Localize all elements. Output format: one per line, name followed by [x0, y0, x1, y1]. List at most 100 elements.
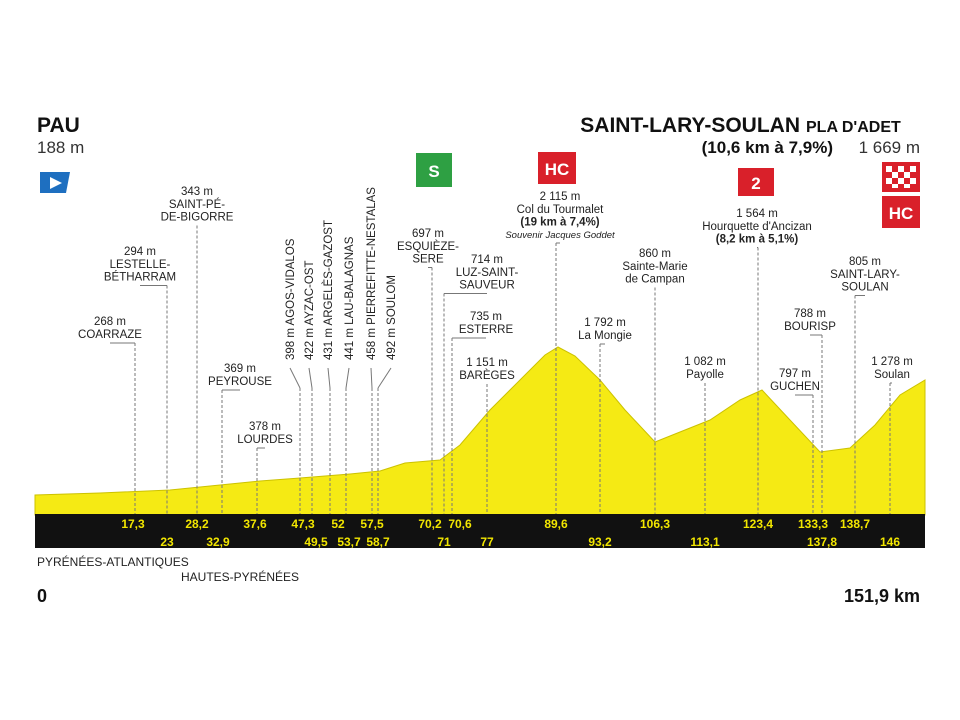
- start-arrow: [50, 177, 62, 189]
- elevation-profile: [34, 346, 926, 516]
- waypoint-altitude: 378 m: [249, 421, 281, 433]
- waypoint-name: BÉTHARRAM: [104, 271, 176, 284]
- km-label: 23: [160, 535, 174, 549]
- start-altitude: 188 m: [37, 138, 84, 157]
- km-label: 146: [880, 535, 900, 549]
- waypoint-altitude: 860 m: [639, 248, 671, 260]
- km-label: 71: [437, 535, 451, 549]
- waypoint-label: 441 m LAU-BALAGNAS: [344, 236, 356, 360]
- waypoint-altitude: 268 m: [94, 316, 126, 328]
- waypoint-name: (8,2 km à 5,1%): [716, 234, 799, 246]
- waypoint-name: Souvenir Jacques Goddet: [505, 230, 615, 241]
- waypoint-name: LAU-BALAGNAS: [344, 236, 356, 325]
- waypoint-name: BOURISP: [784, 321, 836, 333]
- km-label: 57,5: [360, 517, 384, 531]
- waypoint-altitude: 422 m: [304, 328, 316, 360]
- waypoint-name: SAUVEUR: [459, 280, 515, 292]
- km-label: 58,7: [366, 535, 390, 549]
- waypoint-altitude: 343 m: [181, 186, 213, 198]
- waypoint-name: Col du Tourmalet: [517, 204, 605, 216]
- waypoint-name: La Mongie: [578, 330, 632, 342]
- km-label: 37,6: [243, 517, 267, 531]
- leader-line: [327, 367, 331, 389]
- waypoint-altitude: 735 m: [470, 311, 502, 323]
- waypoint-altitude: 797 m: [779, 368, 811, 380]
- badge-text: S: [428, 162, 439, 181]
- waypoint-label: 431 m ARGELÈS-GAZOST: [322, 220, 335, 360]
- km-label: 77: [480, 535, 494, 549]
- km-label: 49,5: [304, 535, 328, 549]
- climb-badge: [882, 196, 920, 228]
- waypoint-altitude: 431 m: [323, 328, 335, 360]
- km-band: [35, 514, 925, 548]
- badge-text: HC: [545, 160, 570, 179]
- waypoint-name: PEYROUSE: [208, 376, 272, 388]
- waypoint-name: SOULAN: [841, 282, 888, 294]
- km-label: 133,3: [798, 517, 828, 531]
- waypoint-altitude: 1 082 m: [684, 356, 726, 368]
- waypoint-name: Soulan: [874, 369, 910, 381]
- waypoint-name: BARÈGES: [459, 369, 515, 382]
- waypoint-altitude: 398 m: [285, 328, 297, 360]
- waypoint-name: GUCHEN: [770, 381, 820, 393]
- finish-climb: (10,6 km à 7,9%): [702, 138, 833, 157]
- finish-altitude: 1 669 m: [859, 138, 920, 157]
- km-label: 47,3: [291, 517, 315, 531]
- waypoint-altitude: 1 278 m: [871, 356, 913, 368]
- waypoint-altitude: 805 m: [849, 256, 881, 268]
- department: PYRÉNÉES-ATLANTIQUES: [37, 554, 189, 569]
- department: HAUTES-PYRÉNÉES: [181, 569, 299, 584]
- waypoint-label: 458 m PIERREFITTE-NESTALAS: [366, 187, 378, 360]
- km-label: 28,2: [185, 517, 209, 531]
- waypoint-name: LOURDES: [237, 434, 293, 446]
- km-label: 106,3: [640, 517, 670, 531]
- waypoint-altitude: 1 792 m: [584, 317, 626, 329]
- km-label: 123,4: [743, 517, 773, 531]
- distance-start: 0: [37, 586, 47, 606]
- waypoint-altitude: 1 151 m: [466, 357, 508, 369]
- km-label: 32,9: [206, 535, 230, 549]
- leader-line: [370, 367, 373, 389]
- leader-line: [308, 367, 313, 389]
- waypoint-name: LUZ-SAINT-: [456, 267, 519, 279]
- climb-badge: [538, 152, 576, 184]
- waypoint-name: AYZAC-OST: [304, 261, 316, 326]
- waypoint-name: SERE: [412, 254, 444, 266]
- distance-end: 151,9 km: [844, 586, 920, 606]
- waypoint-name: (19 km à 7,4%): [520, 217, 599, 229]
- waypoint-name: ARGELÈS-GAZOST: [322, 220, 335, 325]
- waypoint-altitude: 788 m: [794, 308, 826, 320]
- start-name: PAU: [37, 114, 80, 137]
- waypoint-name: SOULOM: [386, 275, 398, 325]
- leader-line: [345, 367, 350, 389]
- waypoint-name: DE-BIGORRE: [161, 212, 234, 224]
- waypoint-label: 422 m AYZAC-OST: [304, 261, 316, 361]
- waypoint-name: SAINT-LARY-: [830, 269, 900, 281]
- waypoint-name: Hourquette d'Ancizan: [702, 221, 812, 233]
- waypoint-altitude: 492 m: [386, 328, 398, 360]
- waypoint-altitude: 441 m: [344, 328, 356, 360]
- waypoint-altitude: 458 m: [366, 328, 378, 360]
- km-label: 53,7: [337, 535, 361, 549]
- leader-line: [377, 367, 392, 389]
- waypoint-label: 398 m AGOS-VIDALOS: [285, 238, 297, 360]
- km-label: 70,2: [418, 517, 442, 531]
- waypoint-altitude: 697 m: [412, 228, 444, 240]
- km-label: 113,1: [690, 535, 720, 549]
- km-label: 138,7: [840, 517, 870, 531]
- climb-badge: [738, 168, 774, 196]
- waypoint-name: Sainte-Marie: [622, 261, 687, 273]
- waypoint-name: Payolle: [686, 369, 724, 381]
- waypoint-altitude: 1 564 m: [736, 208, 778, 220]
- waypoint-altitude: 369 m: [224, 363, 256, 375]
- finish-flag: [882, 162, 920, 192]
- waypoint-name: PIERREFITTE-NESTALAS: [366, 187, 378, 325]
- km-label: 17,3: [121, 517, 145, 531]
- waypoint-name: ESTERRE: [459, 324, 514, 336]
- waypoint-label: 492 m SOULOM: [386, 275, 398, 360]
- checker: [886, 166, 916, 188]
- leader-line: [289, 367, 301, 389]
- waypoint-altitude: 294 m: [124, 246, 156, 258]
- km-label: 137,8: [807, 535, 837, 549]
